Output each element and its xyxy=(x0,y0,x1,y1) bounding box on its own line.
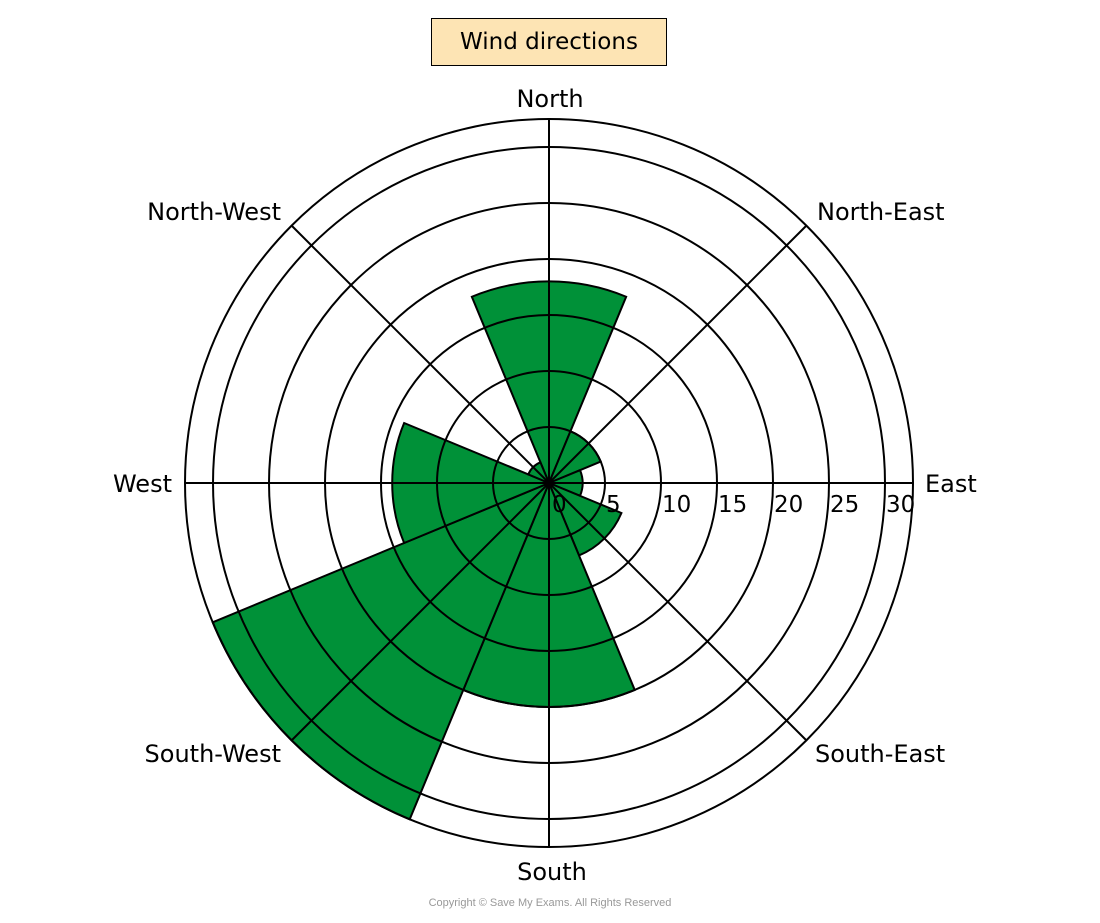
spoke-south-east xyxy=(548,482,808,742)
direction-label-north: North xyxy=(516,85,583,113)
radial-tick-label: 25 xyxy=(830,492,859,518)
direction-label-east: East xyxy=(925,470,977,498)
direction-label-south-east: South-East xyxy=(815,740,945,768)
spoke-north-east xyxy=(548,224,808,484)
radial-tick-label: 30 xyxy=(886,492,915,518)
spoke-north-west xyxy=(290,224,550,484)
radial-tick-label: 10 xyxy=(662,492,691,518)
direction-label-south: South xyxy=(517,858,587,886)
direction-label-north-east: North-East xyxy=(817,198,945,226)
spoke-south-west xyxy=(290,482,550,742)
radial-tick-label: 20 xyxy=(774,492,803,518)
copyright-text: Copyright © Save My Exams. All Rights Re… xyxy=(428,897,672,909)
direction-label-south-west: South-West xyxy=(145,740,281,768)
radial-tick-label: 5 xyxy=(606,492,621,518)
direction-label-west: West xyxy=(113,470,172,498)
direction-label-north-west: North-West xyxy=(147,198,281,226)
radial-tick-label: 15 xyxy=(718,492,747,518)
radial-tick-label: 0 xyxy=(552,492,567,518)
chart-title: Wind directions xyxy=(431,18,667,66)
